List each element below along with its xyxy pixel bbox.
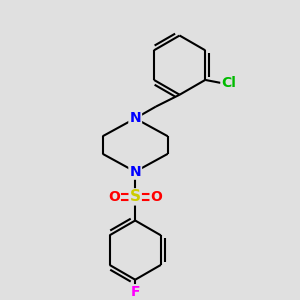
Text: Cl: Cl <box>221 76 236 90</box>
Text: N: N <box>129 165 141 179</box>
Text: O: O <box>108 190 120 204</box>
Text: O: O <box>151 190 162 204</box>
Text: S: S <box>130 189 141 204</box>
Text: N: N <box>129 111 141 125</box>
Text: F: F <box>130 285 140 299</box>
